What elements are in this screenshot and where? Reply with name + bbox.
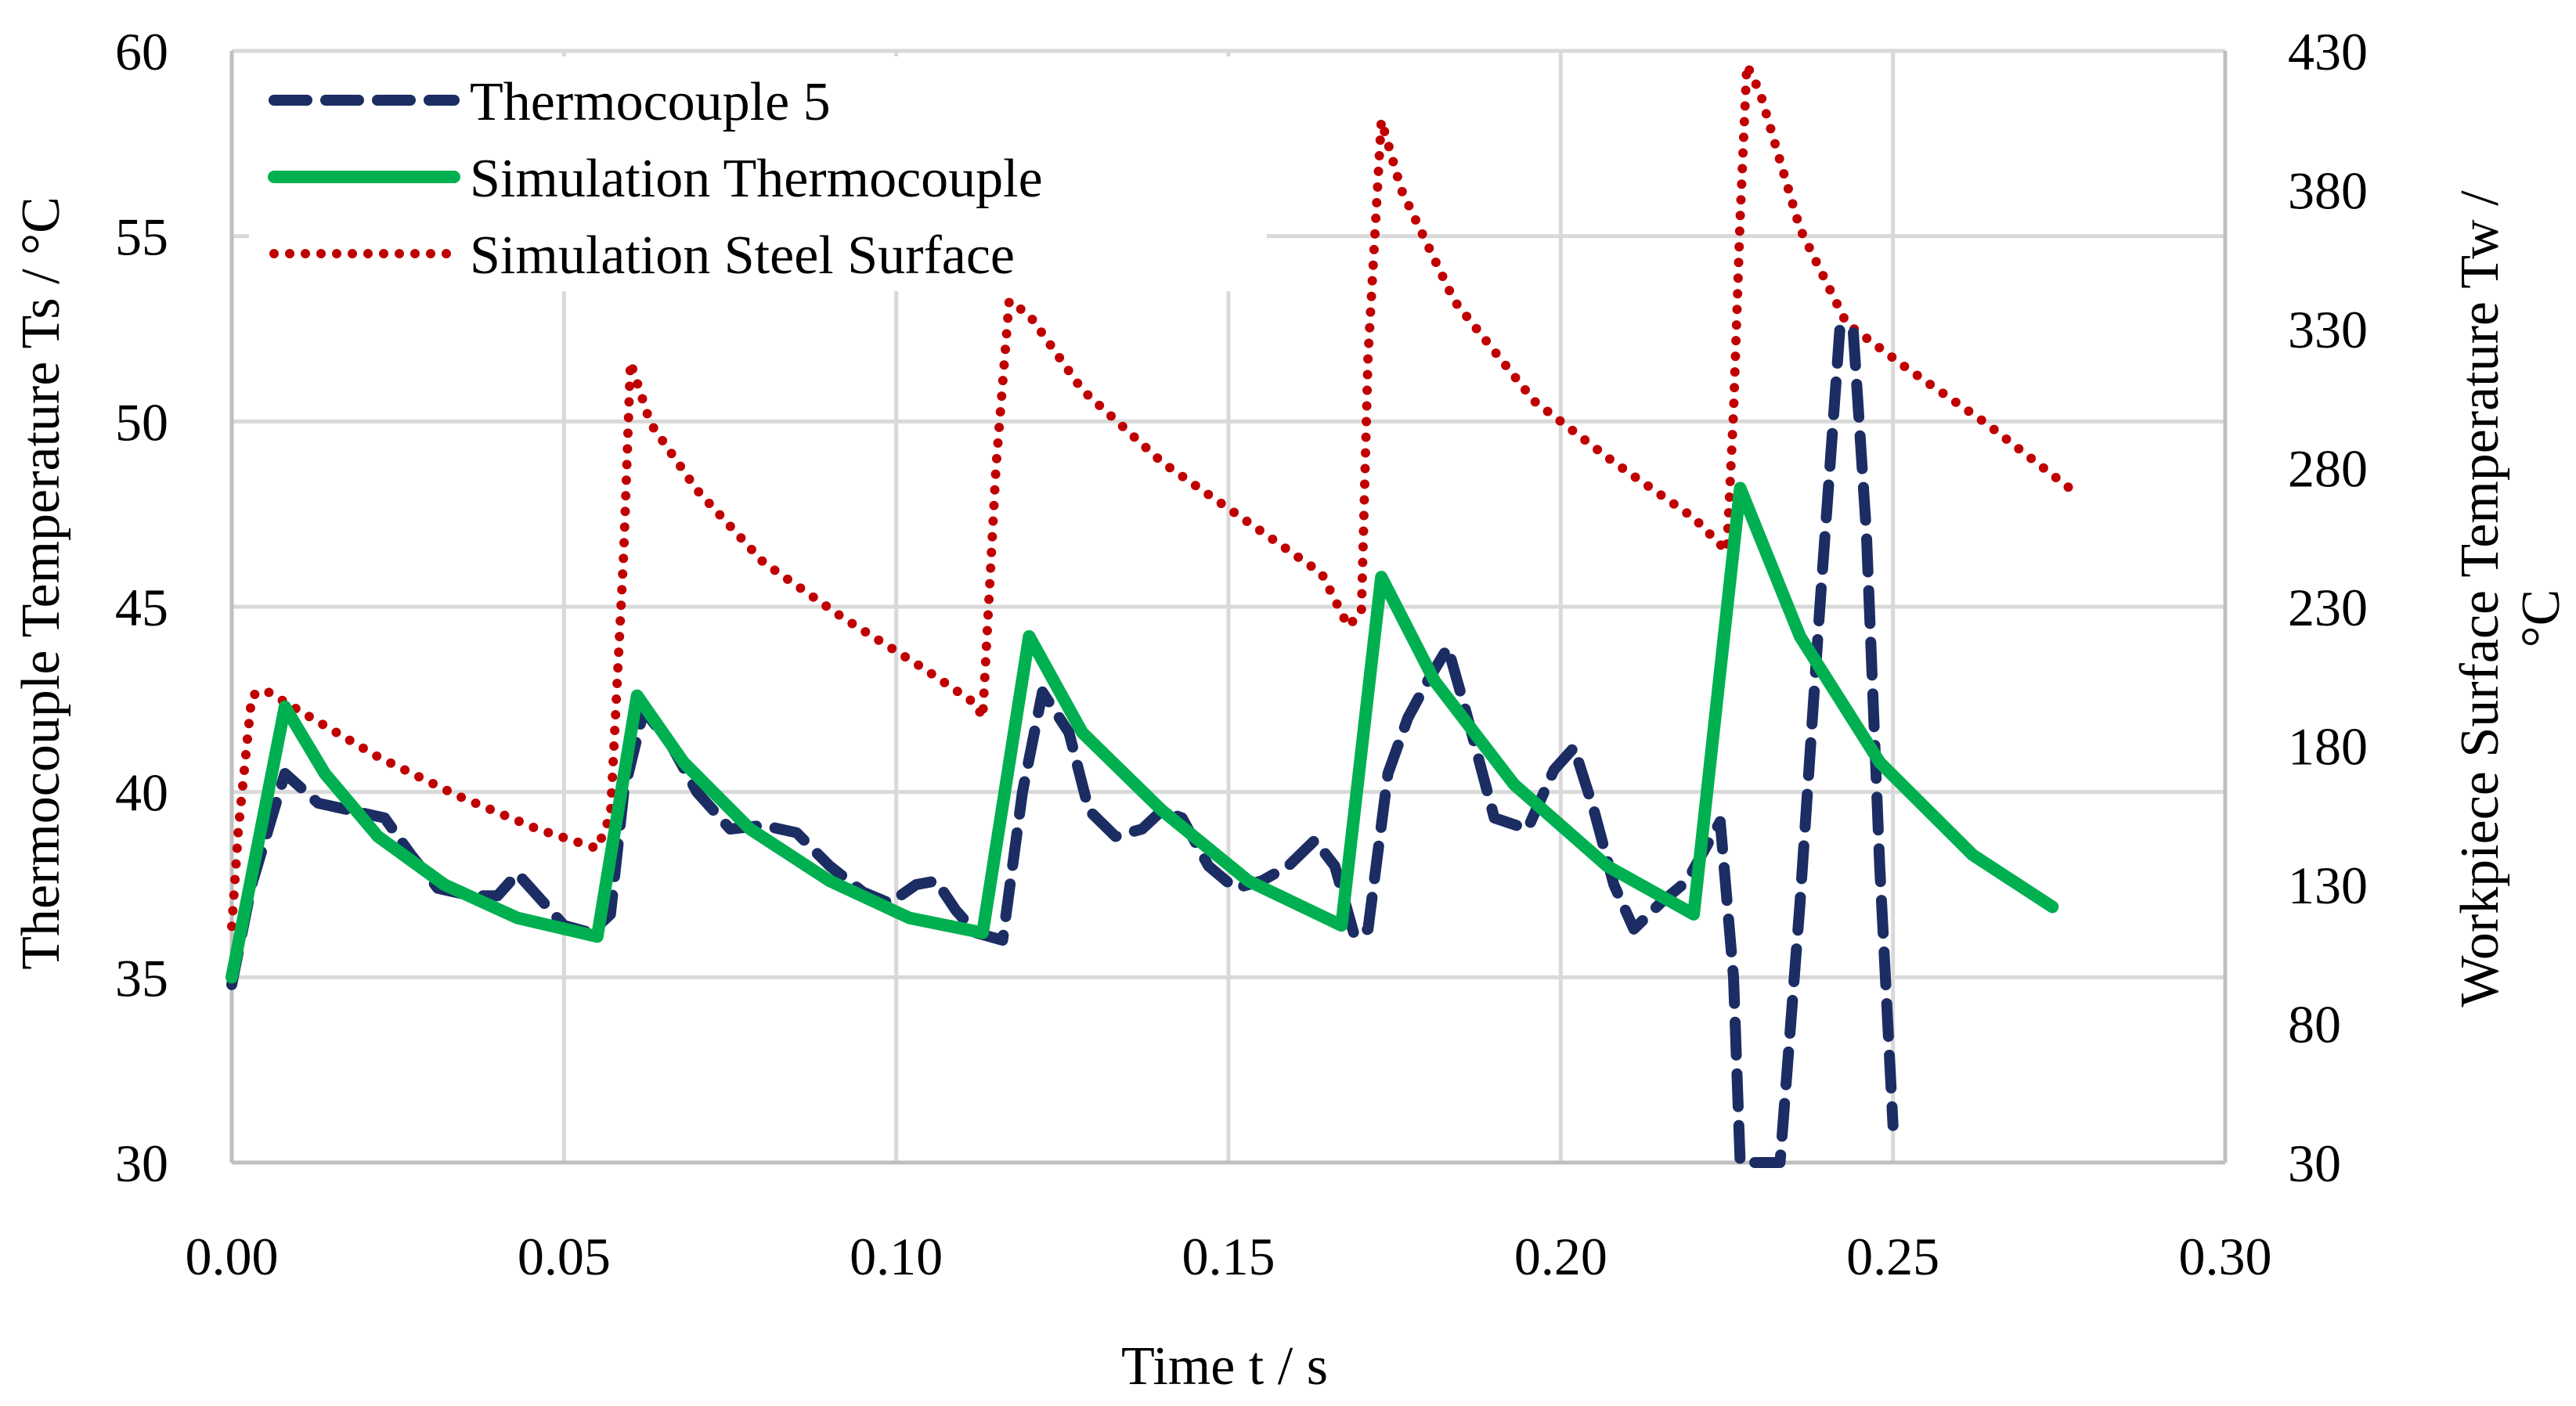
x-tick-label: 0.05 bbox=[518, 1227, 611, 1286]
y-right-tick-label: 330 bbox=[2288, 300, 2368, 359]
x-tick-label: 0.00 bbox=[186, 1227, 279, 1286]
y-right-tick-label: 430 bbox=[2288, 22, 2368, 81]
y-left-tick-label: 30 bbox=[115, 1134, 168, 1193]
series-line-thermocouple-5 bbox=[226, 323, 1899, 1168]
x-tick-label: 0.25 bbox=[1846, 1227, 1939, 1286]
x-axis-title: Time t / s bbox=[1121, 1336, 1328, 1397]
y-left-tick-label: 60 bbox=[115, 22, 168, 81]
legend-label-thermocouple-5: Thermocouple 5 bbox=[470, 72, 831, 132]
x-tick-label: 0.30 bbox=[2179, 1227, 2272, 1286]
y-left-tick-label: 55 bbox=[115, 207, 168, 267]
legend-label-simulation-steel-surface: Simulation Steel Surface bbox=[470, 225, 1015, 286]
series-line-simulation-thermocouple bbox=[225, 481, 2059, 984]
x-tick-label: 0.20 bbox=[1514, 1227, 1607, 1286]
y-right-tick-label: 230 bbox=[2288, 578, 2368, 637]
y-right-tick-label: 380 bbox=[2288, 161, 2368, 221]
axes: 0.00 0.05 0.10 0.15 0.20 0.25 0.30 30 35 40 45 50 55… bbox=[115, 22, 2368, 1286]
y-left-tick-label: 35 bbox=[115, 948, 168, 1008]
x-tick-label: 0.15 bbox=[1182, 1227, 1275, 1286]
axis-labels: Time t / s Thermocouple Temperature Ts /… bbox=[11, 190, 2571, 1397]
series-line-simulation-steel-surface bbox=[227, 59, 2084, 932]
series-lines bbox=[225, 59, 2084, 1168]
legend: Thermocouple 5 Simulation Thermocouple Sim… bbox=[249, 56, 1267, 291]
legend-label-simulation-thermocouple: Simulation Thermocouple bbox=[470, 149, 1043, 209]
y-left-tick-label: 45 bbox=[115, 578, 168, 637]
x-tick-label: 0.10 bbox=[850, 1227, 943, 1286]
y-right-tick-label: 280 bbox=[2288, 439, 2368, 499]
y-left-tick-label: 50 bbox=[115, 392, 168, 452]
y-right-tick-label: 130 bbox=[2288, 856, 2368, 915]
y-axis-left-title: Thermocouple Temperature Ts / °C bbox=[11, 196, 71, 970]
y-left-tick-label: 40 bbox=[115, 763, 168, 823]
y-right-tick-label: 80 bbox=[2288, 995, 2341, 1054]
y-axis-right-title-line1: Workpiece Surface Temperature Tw / bbox=[2450, 190, 2510, 1008]
y-right-tick-label: 30 bbox=[2288, 1134, 2341, 1193]
y-right-tick-label: 180 bbox=[2288, 717, 2368, 777]
y-axis-right-title-line2: °C bbox=[2511, 589, 2571, 648]
